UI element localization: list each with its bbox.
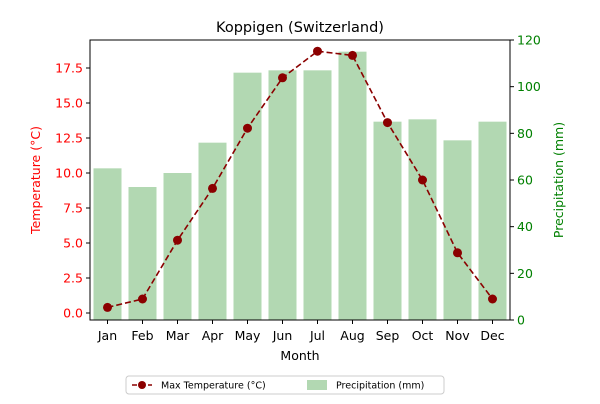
left-tick-label: 10.0 <box>55 166 83 181</box>
right-tick-label: 100 <box>517 79 541 94</box>
axes-layer: 0.0 2.5 5.0 7.5 10.0 12.5 15.0 17.5 0 20 40 60 80 100… <box>55 33 541 344</box>
x-tick-label: May <box>235 328 261 343</box>
legend-marker-swatch <box>138 381 146 389</box>
temperature-point-nov <box>453 248 462 258</box>
bar-nov <box>443 140 472 320</box>
left-tick-label: 15.0 <box>55 96 83 111</box>
temperature-point-may <box>243 123 252 133</box>
left-tick-label: 0.0 <box>63 306 83 321</box>
bar-may <box>233 72 262 321</box>
temperature-line <box>107 50 494 309</box>
temperature-point-jul <box>313 46 322 56</box>
legend: Max Temperature (°C) Precipitation (mm) <box>125 375 445 395</box>
bars-layer <box>93 51 507 321</box>
x-tick-label: Jul <box>309 328 325 343</box>
temperature-point-sep <box>383 118 392 128</box>
temperature-point-feb <box>138 294 147 304</box>
x-tick-label: Apr <box>202 328 224 343</box>
right-tick-label: 80 <box>517 126 533 141</box>
legend-label-precipitation: Precipitation (mm) <box>336 381 424 392</box>
bar-mar <box>163 173 192 320</box>
x-tick-label: Aug <box>340 328 364 343</box>
line-layer <box>103 46 497 312</box>
bar-apr <box>198 142 227 320</box>
temperature-point-dec <box>488 294 497 304</box>
temperature-point-mar <box>173 235 182 245</box>
bar-oct <box>408 119 437 320</box>
bar-jan <box>93 168 122 320</box>
right-tick-label: 60 <box>517 173 533 188</box>
chart-title: Koppigen (Switzerland) <box>216 20 384 36</box>
x-tick-label: Oct <box>412 328 434 343</box>
legend-box <box>125 375 445 395</box>
x-axis-label: Month <box>280 348 319 363</box>
left-tick-label: 2.5 <box>63 271 83 286</box>
y-axis-label-left: Temperature (°C) <box>28 126 43 235</box>
temperature-point-jan <box>103 302 112 312</box>
left-tick-label: 5.0 <box>63 236 83 251</box>
bar-jun <box>268 70 297 320</box>
right-tick-label: 120 <box>517 33 541 48</box>
x-tick-label: Jun <box>272 328 293 343</box>
right-tick-label: 20 <box>517 266 533 281</box>
bar-jul <box>303 70 332 320</box>
x-tick-label: Jan <box>97 328 117 343</box>
x-tick-label: Mar <box>166 328 190 343</box>
temperature-point-apr <box>208 183 217 193</box>
left-tick-label: 12.5 <box>55 131 83 146</box>
temperature-point-aug <box>348 50 357 60</box>
bar-sep <box>373 121 402 321</box>
temperature-point-oct <box>418 175 427 185</box>
x-tick-label: Nov <box>445 328 470 343</box>
x-tick-label: Dec <box>480 328 504 343</box>
y-axis-label-right: Precipitation (mm) <box>551 122 566 238</box>
legend-label-temperature: Max Temperature (°C) <box>161 381 266 392</box>
x-tick-label: Feb <box>131 328 153 343</box>
temperature-point-jun <box>278 73 287 83</box>
right-tick-label: 0 <box>517 313 525 328</box>
right-tick-label: 40 <box>517 219 533 234</box>
left-tick-label: 7.5 <box>63 201 83 216</box>
bar-dec <box>478 121 507 321</box>
bar-aug <box>338 51 367 321</box>
legend-bar-swatch <box>307 380 327 390</box>
left-tick-label: 17.5 <box>55 61 83 76</box>
x-tick-label: Sep <box>376 328 400 343</box>
